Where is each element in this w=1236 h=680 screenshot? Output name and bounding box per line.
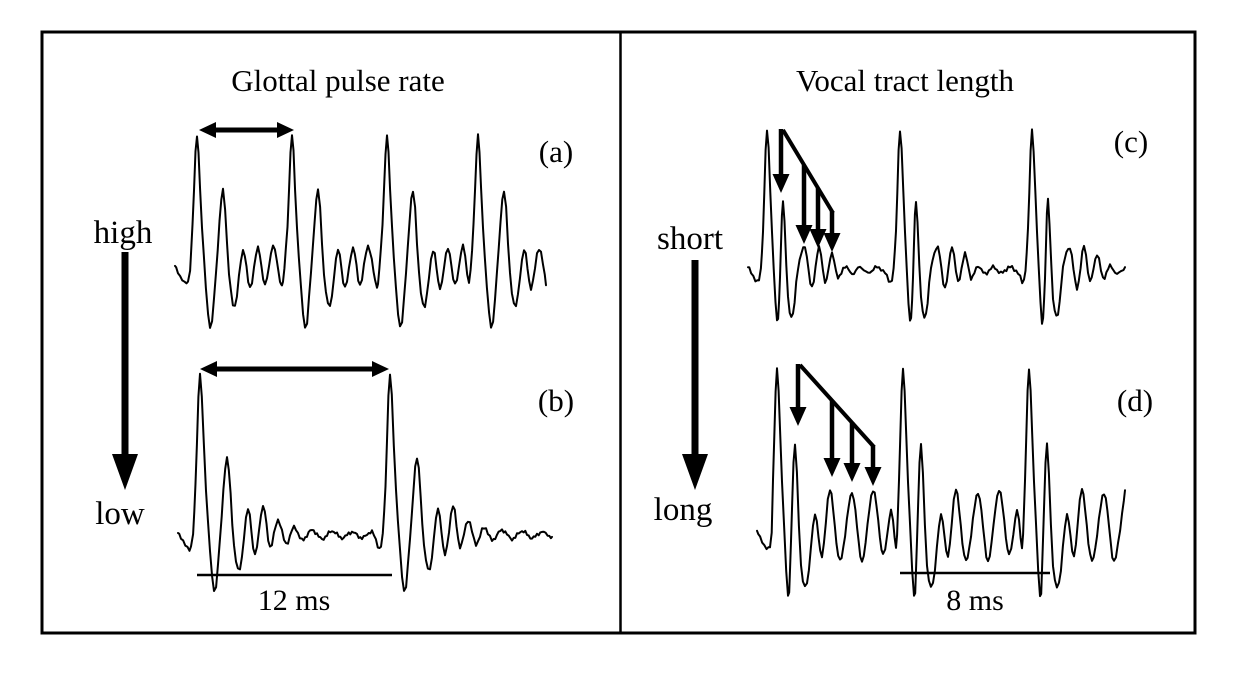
- panel-c-label: (c): [1114, 124, 1148, 159]
- left-panel-title: Glottal pulse rate: [231, 63, 445, 98]
- axis-arrows-layer: [112, 252, 708, 490]
- scale-bar-right-label: 8 ms: [946, 584, 1004, 617]
- right-panel-title: Vocal tract length: [796, 63, 1015, 98]
- period-arrows-layer: [199, 122, 389, 377]
- outer-frame: [40, 30, 1197, 635]
- period-arrow-a: [199, 122, 294, 138]
- waveform-c: [747, 128, 1126, 325]
- gpr-axis-arrow: [112, 252, 138, 490]
- panel-b-label: (b): [538, 383, 574, 418]
- vtl-long-label: long: [654, 492, 713, 528]
- vtl-short-label: short: [657, 221, 723, 257]
- period-arrow-b: [200, 361, 389, 377]
- formant-decay-arrows-layer: [772, 128, 882, 486]
- gpr-high-label: high: [94, 215, 153, 251]
- formant-decay-arrows-d: [789, 363, 882, 486]
- panel-a-label: (a): [539, 134, 573, 169]
- waveform-b: [177, 372, 553, 592]
- waveforms-layer: [174, 128, 1126, 598]
- gpr-low-label: low: [95, 496, 145, 532]
- formant-decay-arrows-c: [772, 128, 841, 252]
- waveform-a: [174, 133, 547, 329]
- panel-d-label: (d): [1117, 383, 1153, 418]
- scale-bar-left-label: 12 ms: [258, 584, 331, 617]
- waveform-d: [756, 367, 1126, 598]
- vtl-axis-arrow: [682, 260, 708, 490]
